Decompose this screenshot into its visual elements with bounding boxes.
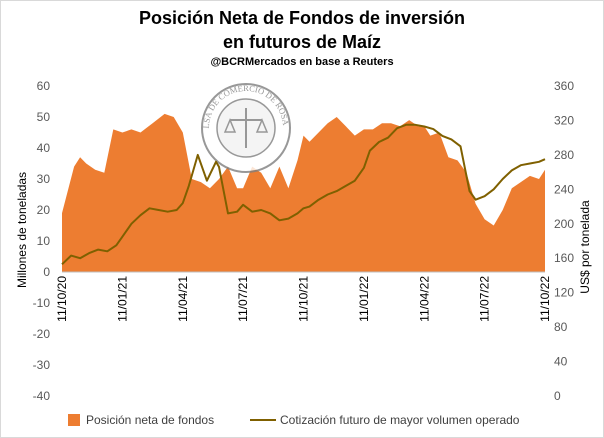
y-axis-right-ticks: 0 40 80 120 160 200 240 280 320 360: [554, 79, 574, 403]
x-tick-label: 11/10/22: [538, 276, 552, 322]
y-left-tick-label: 10: [37, 234, 51, 248]
x-tick-label: 11/07/21: [236, 276, 250, 322]
legend-area-label: Posición neta de fondos: [86, 413, 214, 427]
x-tick-label: 11/01/21: [115, 276, 129, 322]
y-right-tick-label: 120: [554, 286, 574, 300]
x-tick-label: 11/10/20: [55, 276, 69, 322]
legend: Posición neta de fondos Cotización futur…: [68, 413, 520, 427]
y-right-tick-label: 40: [554, 355, 568, 369]
y-left-tick-label: -30: [33, 358, 51, 372]
y-left-tick-label: 0: [43, 265, 50, 279]
y-axis-right-label: US$ por tonelada: [578, 200, 592, 294]
y-right-tick-label: 360: [554, 79, 574, 93]
y-left-tick-label: 40: [37, 141, 51, 155]
seal-scale-pans-icon: [223, 118, 269, 133]
chart-title-line2: en futuros de Maíz: [222, 32, 381, 52]
y-right-tick-label: 320: [554, 113, 574, 127]
y-left-tick-label: -10: [33, 296, 51, 310]
y-right-tick-label: 0: [554, 389, 561, 403]
chart-subtitle: @BCRMercados en base a Reuters: [210, 56, 394, 68]
legend-area-swatch: [68, 414, 80, 426]
x-tick-label: 11/04/21: [176, 276, 190, 322]
y-right-tick-label: 280: [554, 148, 574, 162]
line-series-path: [61, 123, 546, 266]
x-tick-label: 11/01/22: [357, 276, 371, 322]
y-axis-left-ticks: -40 -30 -20 -10 0 10 20 30 40 50 60: [33, 79, 51, 403]
y-right-tick-label: 200: [554, 217, 574, 231]
y-left-tick-label: 20: [37, 203, 51, 217]
y-right-tick-label: 80: [554, 320, 568, 334]
x-tick-label: 11/10/21: [297, 276, 311, 322]
area-series-fill: [62, 113, 545, 273]
y-left-tick-label: 30: [37, 172, 51, 186]
y-left-tick-label: -40: [33, 389, 51, 403]
legend-line-label: Cotización futuro de mayor volumen opera…: [280, 413, 520, 427]
y-right-tick-label: 160: [554, 251, 574, 265]
y-right-tick-label: 240: [554, 182, 574, 196]
y-left-tick-label: 60: [37, 79, 51, 93]
line-series: [61, 123, 546, 266]
x-tick-label: 11/04/22: [417, 276, 431, 322]
y-left-tick-label: 50: [37, 110, 51, 124]
chart-title: Posición Neta de Fondos de inversión: [138, 8, 466, 28]
y-axis-left-label: Millones de toneladas: [15, 172, 29, 288]
x-tick-label: 11/07/22: [478, 276, 492, 322]
y-left-tick-label: -20: [33, 327, 51, 341]
x-axis-ticks: 11/10/20 11/01/21 11/04/21 11/07/21 11/10/21…: [55, 276, 552, 322]
area-series: [62, 113, 545, 273]
